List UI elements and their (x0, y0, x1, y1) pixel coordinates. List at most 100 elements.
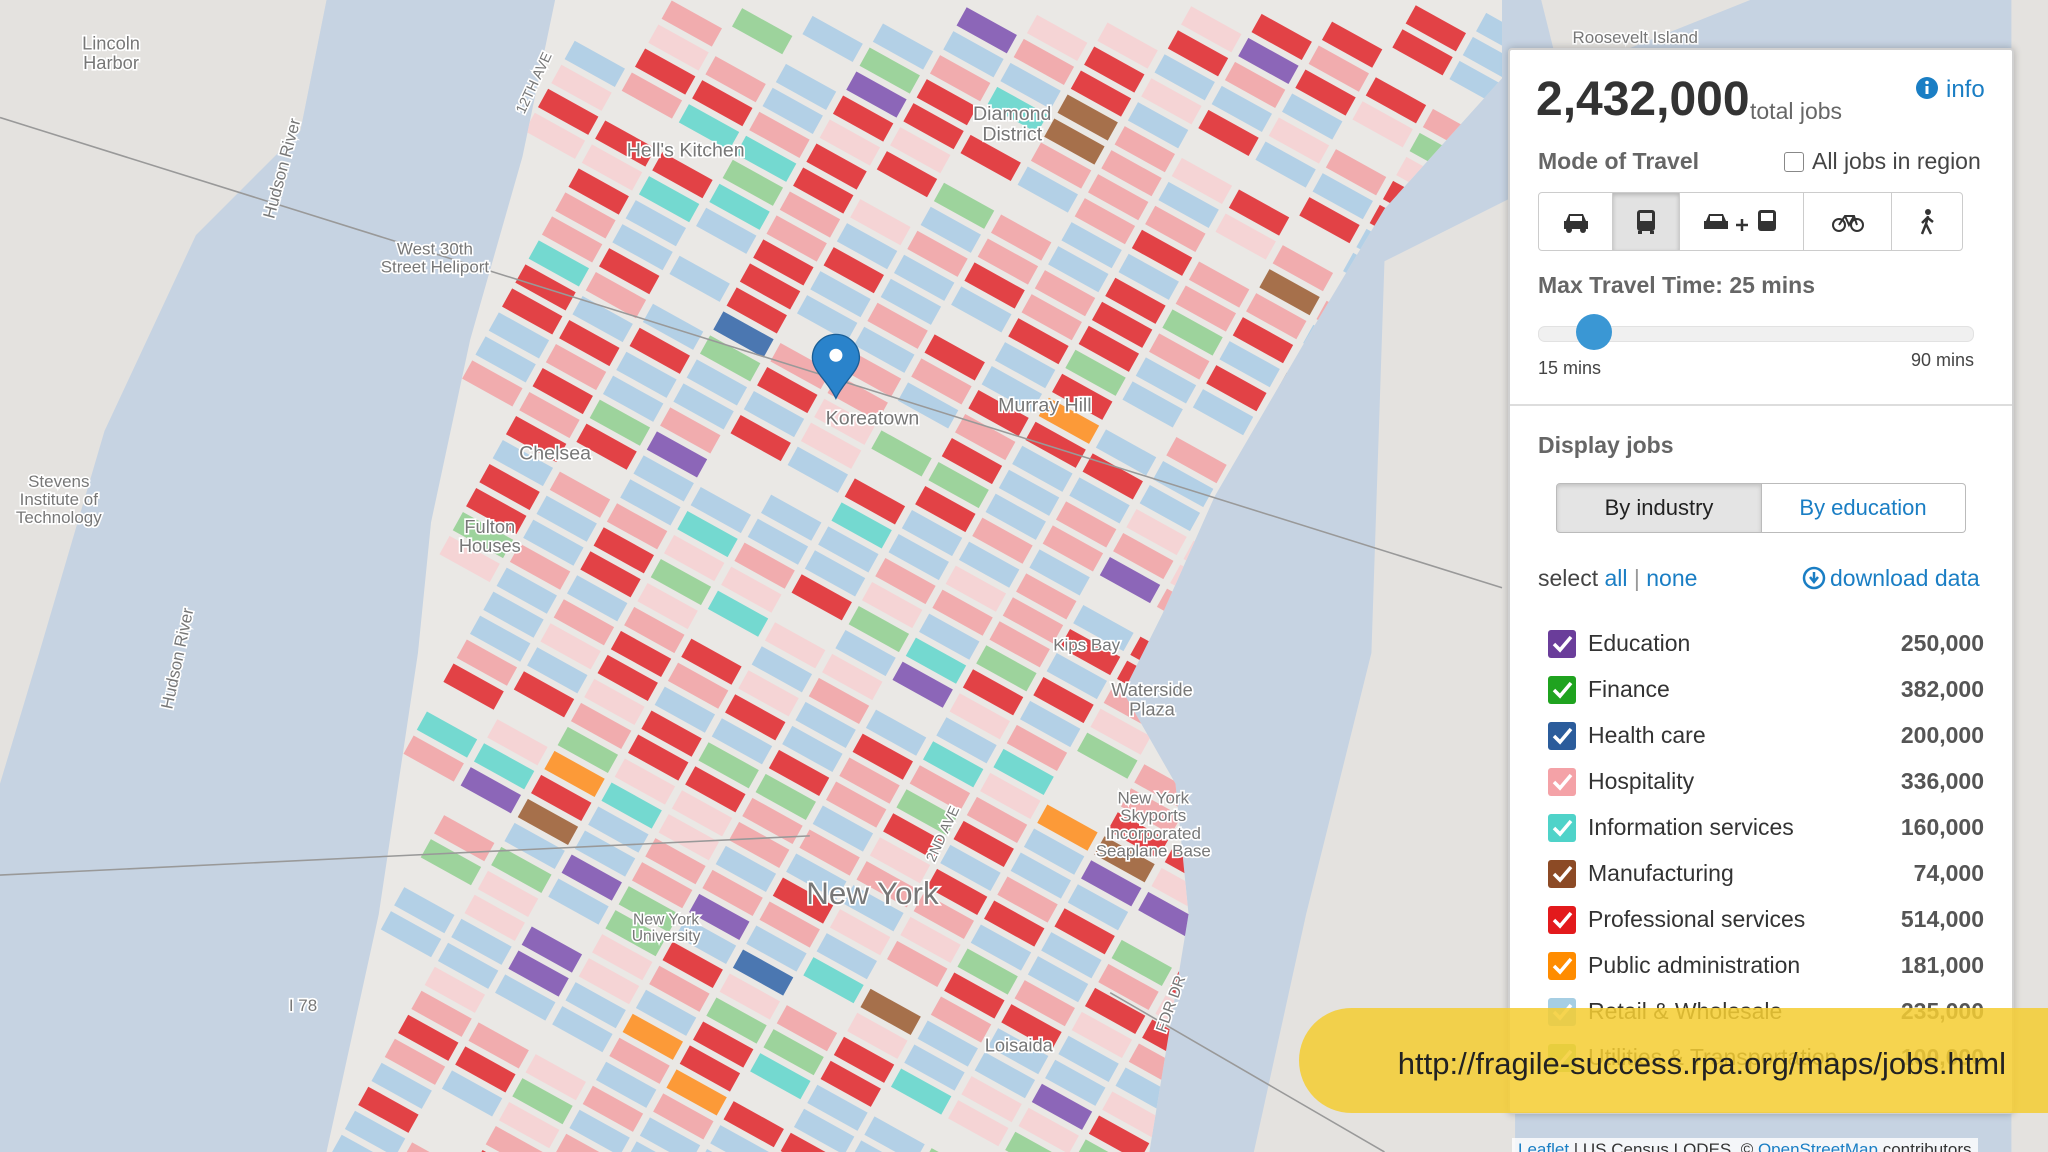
job-block (980, 772, 1041, 820)
leaflet-link[interactable]: Leaflet (1518, 1140, 1570, 1152)
side-panel: 2,432,000 total jobs info Mode of Travel… (1508, 48, 2014, 1114)
job-block (890, 1068, 952, 1115)
job-block (1251, 13, 1312, 61)
job-block (622, 1013, 683, 1060)
job-block (578, 958, 640, 1005)
total-jobs: 2,432,000 (1536, 73, 1750, 126)
job-block (1206, 365, 1267, 412)
job-block (909, 765, 971, 812)
job-block (1141, 78, 1202, 125)
industry-checkbox[interactable] (1548, 814, 1576, 842)
tab-education[interactable]: By education (1761, 483, 1966, 533)
map-label-line: Roosevelt Island (1573, 28, 1698, 47)
job-block (753, 239, 814, 286)
job-block (483, 591, 544, 638)
job-block (803, 957, 864, 1004)
job-block (945, 565, 1007, 612)
job-block (1114, 126, 1175, 173)
download-icon[interactable] (1802, 566, 1826, 590)
industry-checkbox[interactable] (1548, 768, 1576, 796)
job-block (549, 471, 611, 518)
job-block (411, 990, 472, 1037)
bus-button[interactable] (1613, 193, 1680, 250)
job-block (473, 743, 535, 790)
job-block (1045, 1059, 1106, 1106)
job-block (523, 519, 584, 566)
slider-handle[interactable] (1576, 314, 1612, 350)
job-block (620, 479, 681, 526)
job-block (1149, 333, 1210, 380)
checkbox[interactable] (1784, 152, 1804, 172)
job-block (601, 782, 662, 829)
location-pin (811, 333, 861, 400)
car-button[interactable] (1539, 193, 1613, 250)
job-block (1057, 94, 1118, 141)
job-block (1017, 166, 1078, 213)
job-block (1052, 373, 1113, 420)
job-block (974, 1052, 1036, 1099)
job-block (553, 599, 615, 646)
job-block (424, 966, 486, 1013)
job-block (1070, 70, 1132, 117)
tab-industry[interactable]: By industry (1556, 483, 1762, 533)
bike-button[interactable] (1804, 193, 1892, 250)
walk-button[interactable] (1892, 193, 1962, 250)
slider-track (1538, 326, 1974, 342)
job-block (1081, 860, 1142, 907)
download-link[interactable]: download data (1830, 565, 1980, 591)
job-block (747, 518, 809, 565)
job-block (537, 88, 599, 135)
job-block (732, 8, 793, 55)
industry-checkbox[interactable] (1548, 952, 1576, 980)
map-label-line: Incorporated (1106, 824, 1201, 843)
job-block (896, 789, 957, 836)
job-block (517, 798, 579, 845)
industry-row: Finance 382,000 (1548, 672, 1984, 712)
job-block (1073, 604, 1134, 652)
job-block (1246, 293, 1307, 340)
industry-checkbox[interactable] (1548, 630, 1576, 658)
industry-checkbox[interactable] (1548, 860, 1576, 888)
job-block (953, 820, 1014, 868)
map-label-line: Technology (16, 508, 102, 527)
all-jobs-label[interactable]: All jobs in region (1812, 148, 1981, 174)
job-block (551, 64, 612, 111)
job-block (993, 748, 1054, 796)
car-bus-button[interactable] (1680, 193, 1804, 250)
job-block (371, 1062, 432, 1109)
job-block (1005, 1131, 1066, 1152)
job-block (1099, 556, 1161, 604)
job-block (1021, 294, 1082, 341)
select-none[interactable]: none (1646, 565, 1698, 591)
job-block (621, 72, 683, 119)
job-block (776, 1005, 838, 1052)
job-block (443, 663, 504, 710)
industry-checkbox[interactable] (1548, 722, 1576, 750)
job-block (1088, 1115, 1150, 1152)
industry-checkbox[interactable] (1548, 676, 1576, 704)
job-block (1069, 477, 1130, 524)
map-label-line: Hell's Kitchen (627, 140, 745, 162)
map-label-line: Loisaida (985, 1034, 1054, 1055)
job-block (928, 462, 989, 509)
job-block (612, 224, 673, 271)
map-label: New York University (632, 912, 701, 945)
industry-checkbox[interactable] (1548, 906, 1576, 934)
job-block (968, 390, 1029, 437)
select-all[interactable]: all (1604, 565, 1628, 591)
osm-link[interactable]: OpenStreetMap (1757, 1140, 1878, 1152)
industry-row: Public administration 181,000 (1548, 948, 1984, 988)
map-label-line: Murray Hill (998, 394, 1092, 416)
job-block (1113, 533, 1174, 580)
map-label-line: New York (1117, 788, 1189, 807)
job-block (1082, 453, 1143, 500)
job-block (1097, 22, 1158, 69)
job-block (924, 334, 985, 381)
industry-name: Manufacturing (1588, 860, 1734, 886)
road (0, 116, 1503, 589)
job-block (555, 192, 616, 239)
info-icon[interactable] (1915, 76, 1939, 100)
job-block (479, 463, 540, 511)
info-link[interactable]: info (1946, 76, 1985, 103)
job-block (757, 367, 818, 414)
